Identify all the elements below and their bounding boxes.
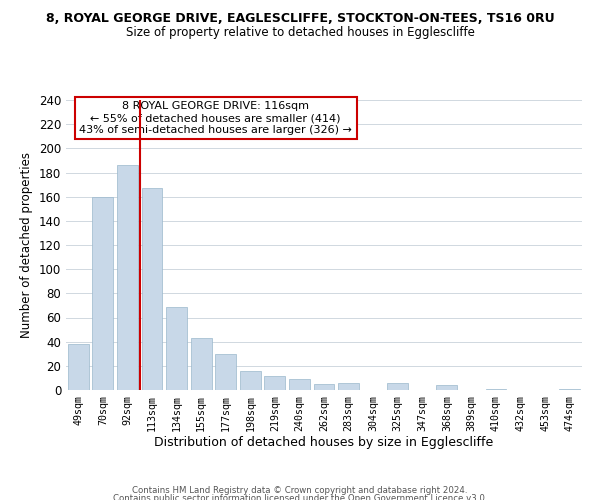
Y-axis label: Number of detached properties: Number of detached properties — [20, 152, 33, 338]
Text: Size of property relative to detached houses in Egglescliffe: Size of property relative to detached ho… — [125, 26, 475, 39]
Bar — [485, 389, 506, 390]
Bar — [314, 384, 334, 390]
Bar — [289, 379, 310, 390]
Bar — [117, 166, 138, 390]
Bar — [191, 338, 212, 390]
Bar — [559, 389, 580, 390]
Bar — [265, 376, 286, 390]
Bar — [142, 188, 163, 390]
Bar — [338, 383, 359, 390]
Bar — [240, 370, 261, 390]
Text: 8 ROYAL GEORGE DRIVE: 116sqm
← 55% of detached houses are smaller (414)
43% of s: 8 ROYAL GEORGE DRIVE: 116sqm ← 55% of de… — [79, 102, 352, 134]
Bar — [387, 383, 408, 390]
X-axis label: Distribution of detached houses by size in Egglescliffe: Distribution of detached houses by size … — [154, 436, 494, 450]
Bar — [166, 306, 187, 390]
Bar — [436, 385, 457, 390]
Bar — [68, 344, 89, 390]
Text: Contains public sector information licensed under the Open Government Licence v3: Contains public sector information licen… — [113, 494, 487, 500]
Text: Contains HM Land Registry data © Crown copyright and database right 2024.: Contains HM Land Registry data © Crown c… — [132, 486, 468, 495]
Bar — [215, 354, 236, 390]
Text: 8, ROYAL GEORGE DRIVE, EAGLESCLIFFE, STOCKTON-ON-TEES, TS16 0RU: 8, ROYAL GEORGE DRIVE, EAGLESCLIFFE, STO… — [46, 12, 554, 26]
Bar — [92, 196, 113, 390]
